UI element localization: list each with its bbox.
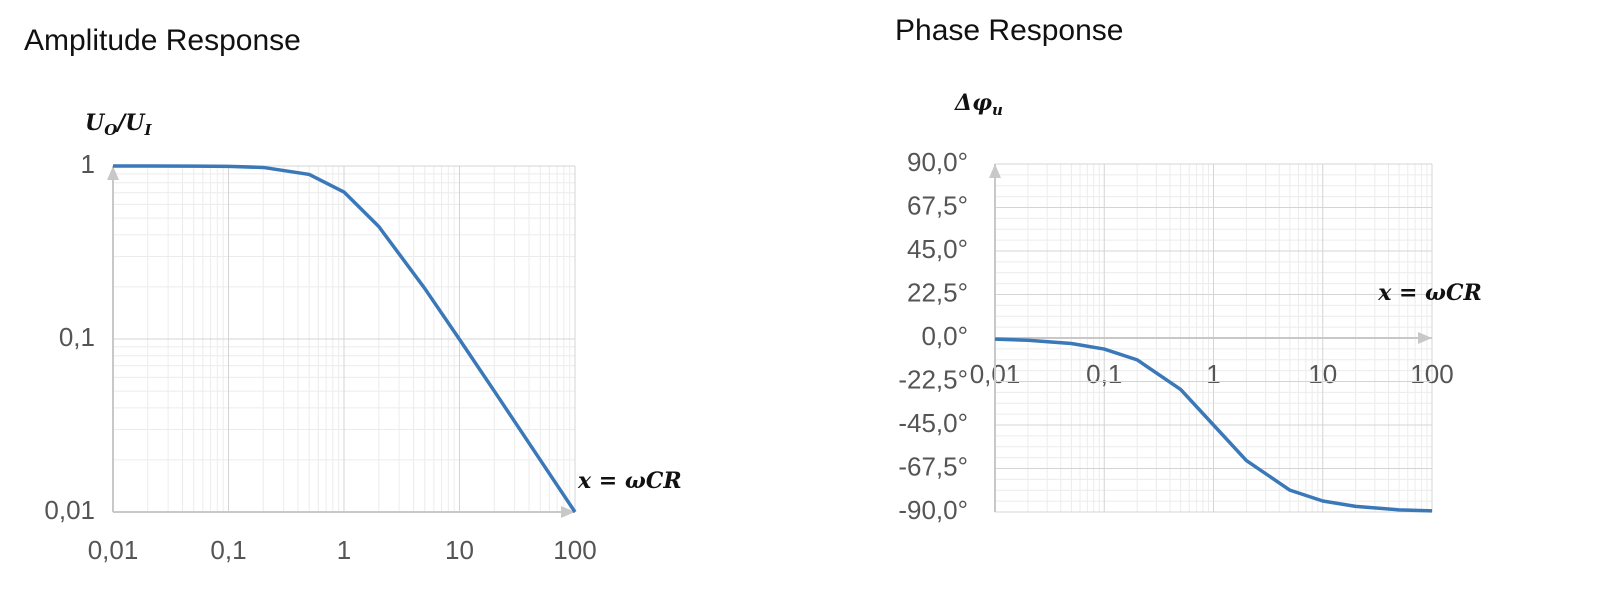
x-axis-label: x = ωCR [577,468,682,494]
y-tick-label: 45,0° [907,234,968,264]
x-tick-label: 100 [1410,359,1453,389]
y-axis-label: Δφu [954,90,1003,119]
y-axis-label-part: /U [115,110,146,136]
y-axis-label-part: Δφ [954,90,992,116]
y-axis-label-part: I [144,121,153,139]
x-axis-label: x = ωCR [1377,280,1482,306]
data-line [113,164,577,513]
x-tick-label: 1 [1206,359,1220,389]
y-axis-label-part: U [85,110,106,136]
x-tick-label: 10 [445,535,474,565]
x-tick-label: 0,1 [210,535,246,565]
data-line [994,337,1433,513]
x-tick-label: 100 [553,535,596,565]
y-arrow [989,164,1001,178]
x-tick-label: 10 [1308,359,1337,389]
y-tick-label: -67,5° [898,451,968,481]
y-tick-label: -45,0° [898,408,968,438]
y-axis-label: UO/UI [85,110,153,139]
y-tick-label: 0,1 [59,322,95,352]
y-tick-label: 22,5° [907,277,968,307]
chart-title: Phase Response [895,14,1124,47]
y-tick-label: 1 [81,149,95,179]
x-tick-label: 1 [337,535,351,565]
y-tick-label: -22,5° [898,364,968,394]
x-tick-label: 0,1 [1086,359,1122,389]
y-axis-label-part: u [992,101,1003,119]
x-tick-label: 0,01 [88,535,139,565]
x-arrow [561,506,575,518]
x-arrow [1418,332,1432,344]
y-tick-label: 0,01 [44,495,95,525]
y-tick-label: 67,5° [907,190,968,220]
y-tick-label: 0,0° [921,321,968,351]
y-tick-label: 90,0° [907,147,968,177]
y-axis-label-part: O [104,121,117,139]
y-arrow [107,166,119,180]
y-tick-label: -90,0° [898,495,968,525]
chart-title: Amplitude Response [24,24,301,57]
